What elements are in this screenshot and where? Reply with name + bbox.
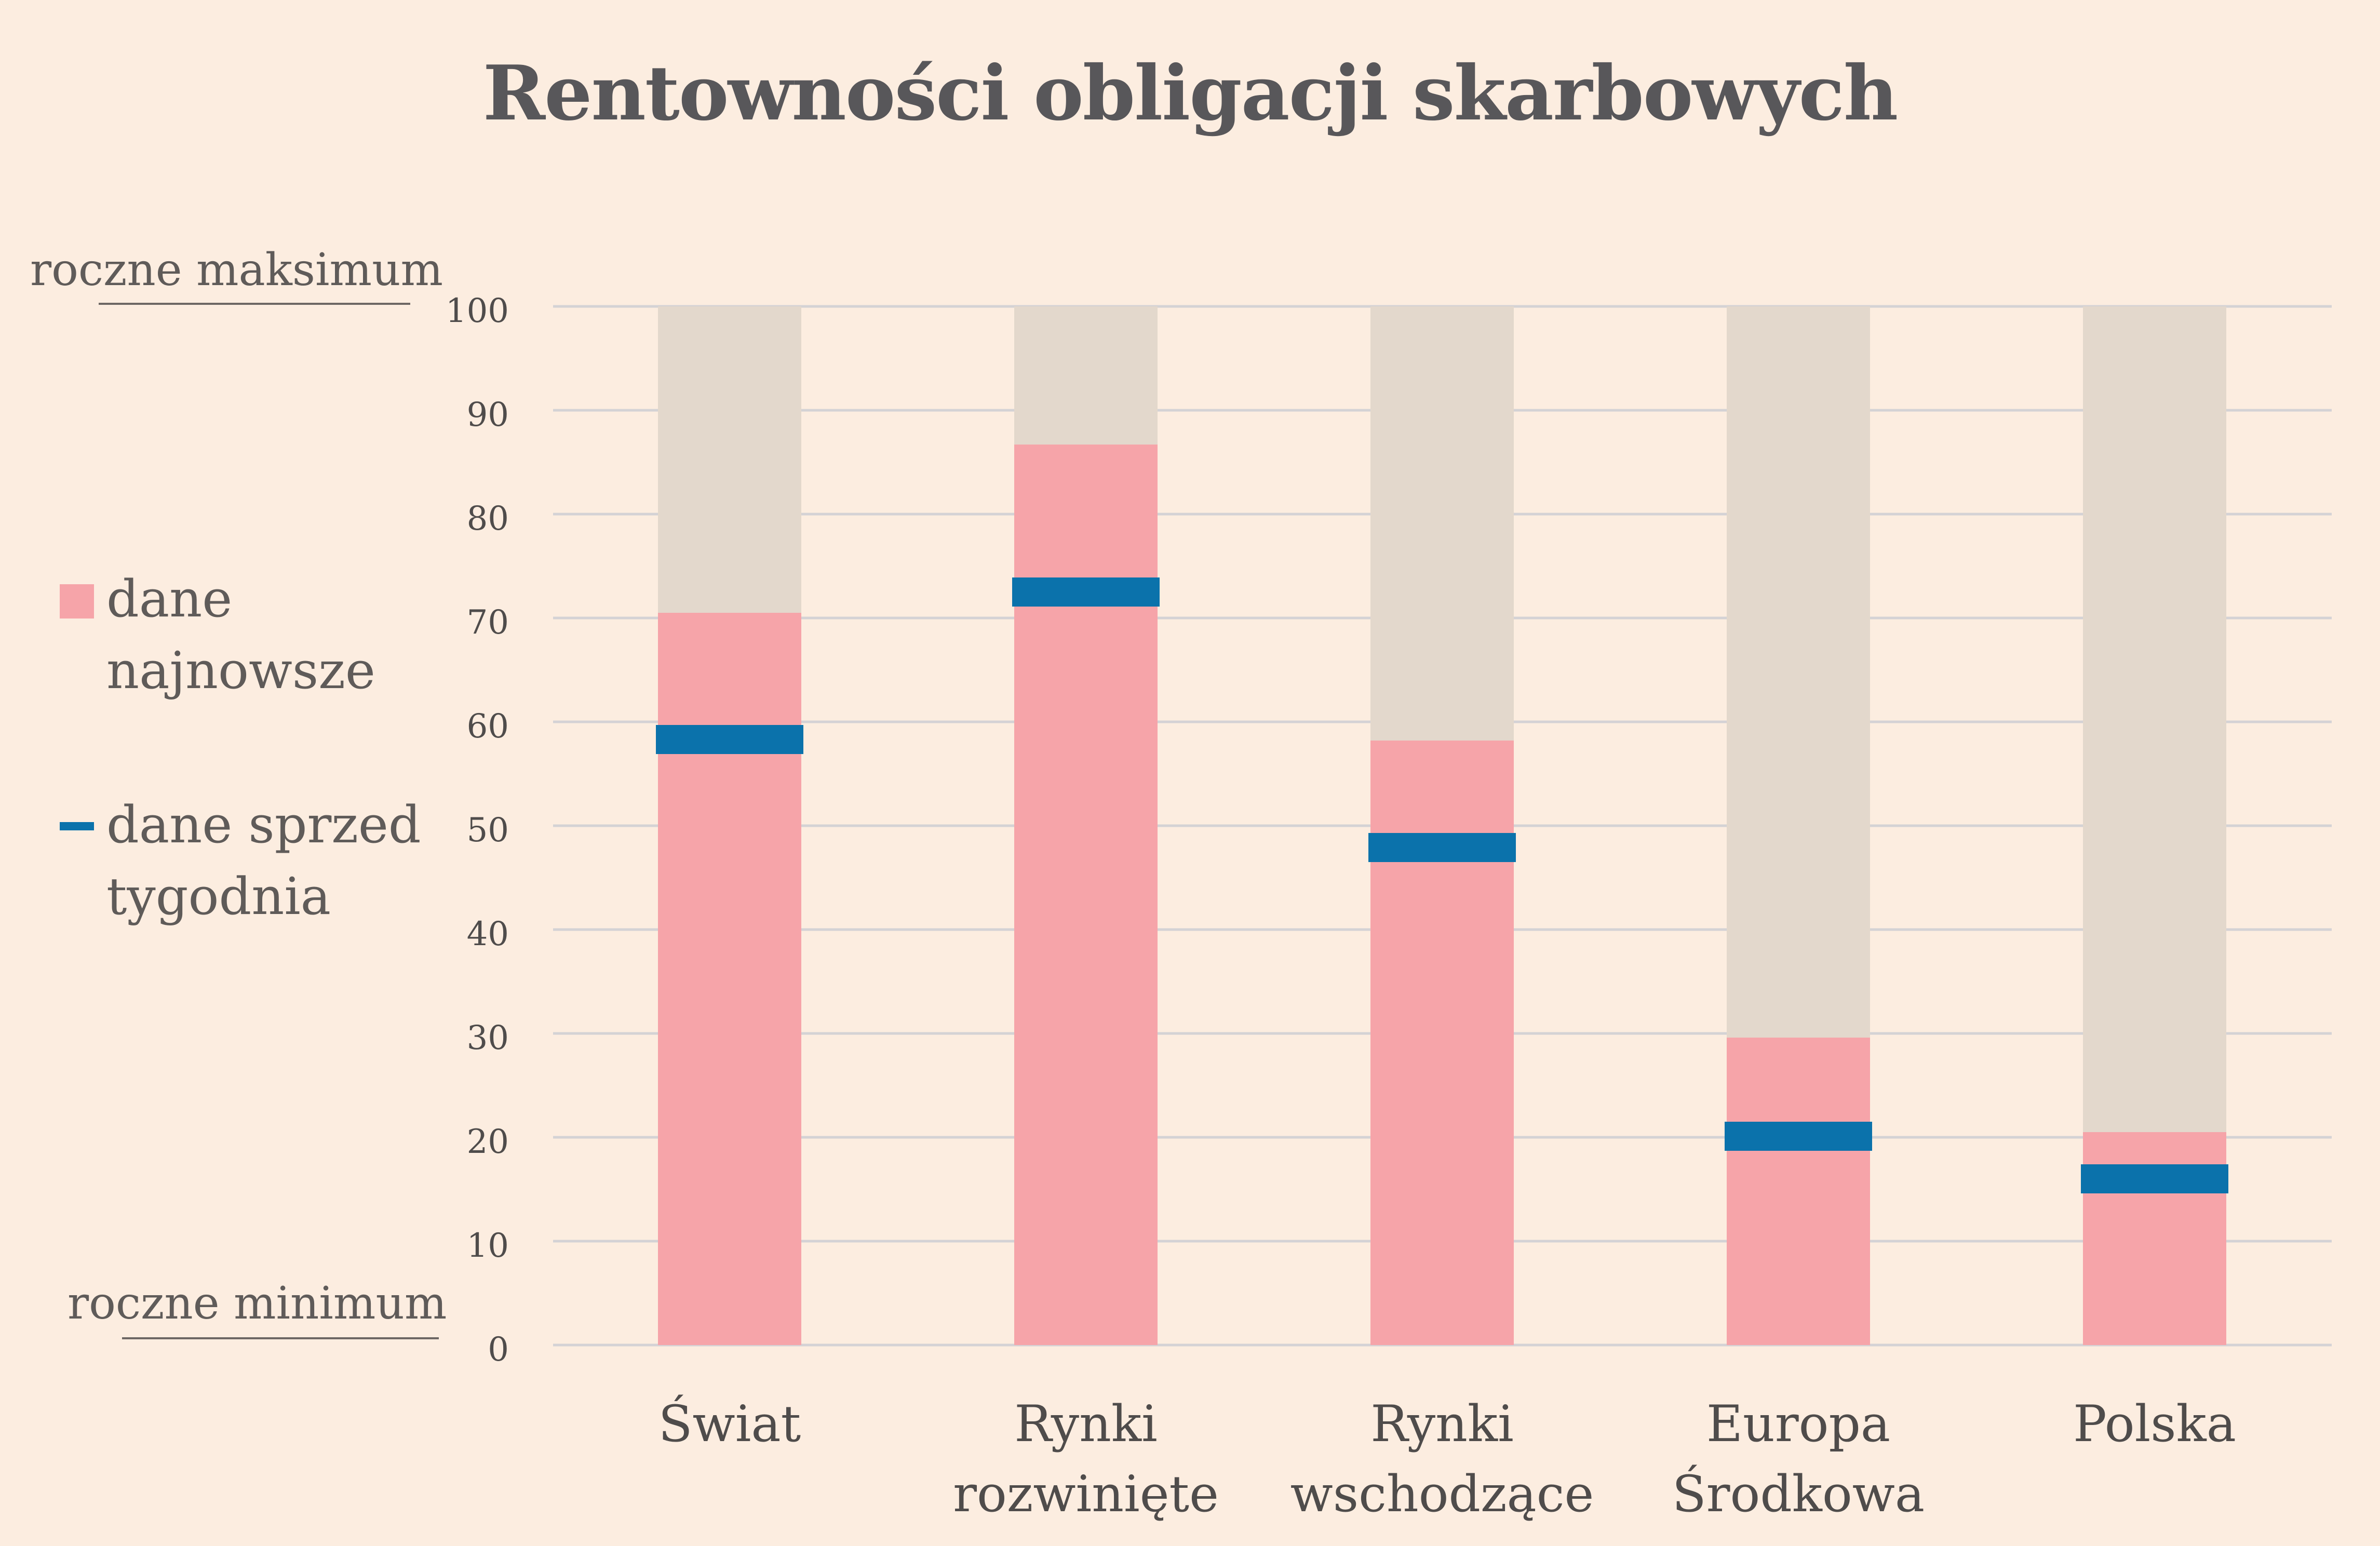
week-ago-marker	[656, 725, 803, 754]
x-category-label: Rynki rozwinięte	[953, 1395, 1219, 1523]
x-category-label-line: wschodzące	[1290, 1465, 1594, 1523]
week-ago-marker	[1725, 1122, 1872, 1151]
y-tick-label: 90	[467, 396, 509, 434]
y-tick-label: 40	[467, 915, 509, 953]
legend-latest-line1: dane	[106, 570, 233, 629]
x-category-label: Rynki wschodzące	[1290, 1395, 1594, 1523]
y-tick-label: 60	[467, 707, 509, 746]
legend-week-ago-line2: tygodnia	[106, 867, 331, 926]
x-category-label: Świat	[658, 1395, 801, 1453]
min-label-underline	[122, 1337, 439, 1339]
y-tick-label: 70	[467, 603, 509, 642]
x-category-label-line: Europa	[1706, 1395, 1890, 1453]
y-tick-label: 50	[467, 811, 509, 850]
y-tick-label: 20	[467, 1123, 509, 1161]
chart-title: Rentowności obligacji skarbowych	[482, 49, 1899, 138]
x-category-label: Polska	[2073, 1395, 2236, 1453]
latest-bar	[658, 613, 801, 1345]
latest-bar	[1370, 741, 1514, 1345]
y-tick-label: 30	[467, 1019, 509, 1057]
latest-bar	[1727, 1038, 1870, 1345]
min-label: roczne minimum	[68, 1278, 447, 1329]
legend-latest-line2: najnowsze	[106, 641, 375, 701]
y-tick-label: 100	[446, 292, 509, 330]
x-category-label: Europa Środkowa	[1672, 1395, 1925, 1523]
week-ago-marker	[1012, 577, 1160, 607]
x-category-label-line: Polska	[2073, 1395, 2236, 1453]
week-ago-marker	[1368, 833, 1516, 862]
legend-week-ago-swatch	[60, 822, 94, 830]
latest-bar	[2083, 1132, 2226, 1345]
x-category-label-line: Rynki	[1370, 1395, 1514, 1453]
x-category-label-line: Rynki	[1014, 1395, 1158, 1453]
y-tick-label: 0	[488, 1330, 509, 1369]
y-tick-label: 80	[467, 500, 509, 538]
legend-latest-swatch	[60, 584, 94, 619]
legend-week-ago-label: dane sprzed tygodnia	[106, 789, 421, 933]
legend-latest-label: dane najnowsze	[106, 563, 375, 707]
x-category-label-line: rozwinięte	[953, 1465, 1219, 1523]
x-category-label-line: Środkowa	[1672, 1465, 1925, 1523]
max-label-underline	[99, 303, 410, 305]
x-category-label-line: Świat	[658, 1395, 801, 1453]
legend-week-ago-line1: dane sprzed	[106, 796, 421, 855]
week-ago-marker	[2081, 1164, 2228, 1193]
y-tick-label: 10	[467, 1227, 509, 1265]
max-label: roczne maksimum	[30, 244, 443, 296]
